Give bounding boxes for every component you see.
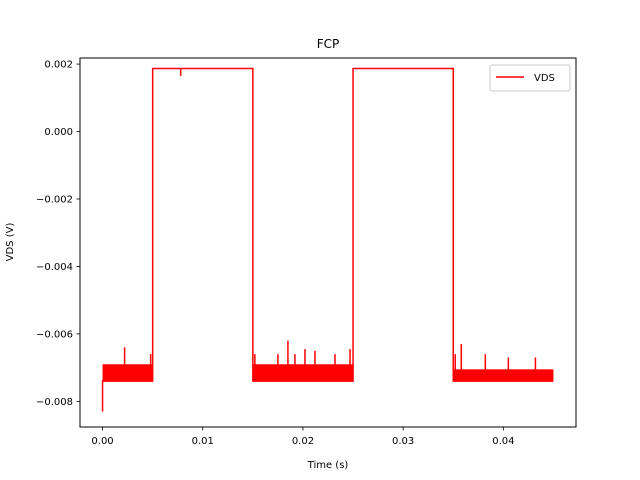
- plot-area: [101, 67, 554, 412]
- series-line-vds: [101, 67, 554, 412]
- noise-band: [252, 364, 354, 382]
- y-tick-label: −0.002: [36, 194, 73, 205]
- legend: VDS: [489, 64, 571, 92]
- x-axis-label: Time (s): [307, 460, 349, 471]
- y-tick-label: −0.006: [36, 329, 73, 340]
- x-tick-label: 0.04: [492, 436, 514, 447]
- x-tick-label: 0.02: [292, 436, 314, 447]
- legend-box: [489, 64, 571, 92]
- noise-band: [102, 364, 153, 382]
- noise-band: [453, 369, 554, 382]
- y-tick-label: 0.002: [44, 60, 73, 71]
- legend-label-vds: VDS: [534, 73, 555, 84]
- y-tick-label: −0.004: [36, 262, 73, 273]
- chart-title: FCP: [317, 37, 340, 51]
- y-tick-label: 0.000: [44, 127, 73, 138]
- y-axis-label: VDS (V): [5, 223, 16, 262]
- x-tick-label: 0.03: [392, 436, 414, 447]
- y-axis: 0.002 0.000 −0.002 −0.004 −0.006 −0.008: [36, 60, 80, 408]
- x-axis: 0.00 0.01 0.02 0.03 0.04: [91, 427, 514, 447]
- y-tick-label: −0.008: [36, 397, 73, 408]
- plot-frame: [79, 57, 577, 428]
- x-tick-label: 0.00: [91, 436, 113, 447]
- x-tick-label: 0.01: [192, 436, 214, 447]
